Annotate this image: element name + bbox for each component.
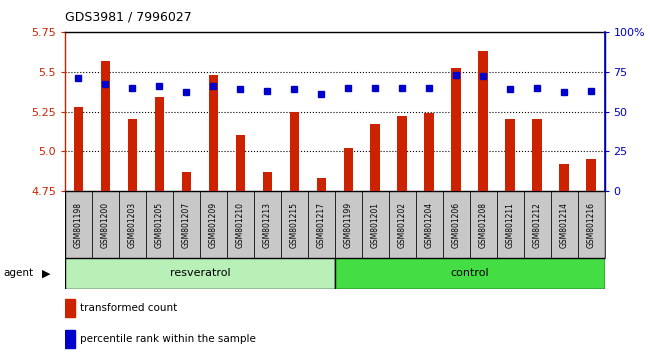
Bar bbox=[343, 148, 353, 191]
Bar bbox=[281, 191, 308, 258]
Text: GSM801212: GSM801212 bbox=[532, 202, 541, 248]
Text: GSM801210: GSM801210 bbox=[236, 202, 245, 248]
Text: GSM801216: GSM801216 bbox=[586, 202, 595, 248]
Text: ▶: ▶ bbox=[42, 268, 51, 279]
Bar bbox=[443, 191, 470, 258]
Bar bbox=[397, 116, 407, 191]
Bar bbox=[524, 191, 551, 258]
Bar bbox=[470, 191, 497, 258]
Bar bbox=[478, 51, 488, 191]
Bar bbox=[308, 191, 335, 258]
Text: GSM801205: GSM801205 bbox=[155, 202, 164, 248]
Bar bbox=[289, 112, 299, 191]
Text: transformed count: transformed count bbox=[80, 303, 177, 313]
Text: GSM801214: GSM801214 bbox=[560, 202, 569, 248]
Text: GSM801206: GSM801206 bbox=[452, 202, 461, 248]
Text: GSM801198: GSM801198 bbox=[74, 202, 83, 248]
Bar bbox=[227, 191, 254, 258]
Bar bbox=[416, 191, 443, 258]
Bar bbox=[181, 172, 191, 191]
Bar bbox=[155, 97, 164, 191]
Text: agent: agent bbox=[3, 268, 33, 279]
Bar bbox=[173, 191, 200, 258]
Text: GSM801209: GSM801209 bbox=[209, 202, 218, 248]
Bar bbox=[101, 61, 111, 191]
Bar bbox=[451, 69, 461, 191]
Bar bbox=[532, 119, 542, 191]
Bar bbox=[559, 164, 569, 191]
Bar bbox=[65, 191, 92, 258]
Text: GSM801200: GSM801200 bbox=[101, 202, 110, 248]
Text: GSM801204: GSM801204 bbox=[424, 202, 434, 248]
Bar bbox=[586, 159, 596, 191]
Bar bbox=[577, 191, 605, 258]
Bar bbox=[127, 119, 137, 191]
Text: GSM801207: GSM801207 bbox=[182, 202, 191, 248]
Bar bbox=[335, 258, 604, 289]
Bar bbox=[317, 178, 326, 191]
Bar bbox=[254, 191, 281, 258]
Bar bbox=[389, 191, 416, 258]
Text: GDS3981 / 7996027: GDS3981 / 7996027 bbox=[65, 11, 192, 24]
Text: GSM801201: GSM801201 bbox=[370, 202, 380, 248]
Bar bbox=[209, 75, 218, 191]
Text: control: control bbox=[450, 268, 489, 279]
Text: GSM801215: GSM801215 bbox=[290, 202, 299, 248]
Bar bbox=[551, 191, 577, 258]
Text: GSM801213: GSM801213 bbox=[263, 202, 272, 248]
Bar bbox=[497, 191, 524, 258]
Bar bbox=[505, 119, 515, 191]
Text: GSM801211: GSM801211 bbox=[506, 202, 515, 248]
Bar bbox=[370, 124, 380, 191]
Bar bbox=[200, 191, 227, 258]
Text: GSM801217: GSM801217 bbox=[317, 202, 326, 248]
Bar bbox=[65, 299, 75, 317]
Text: resveratrol: resveratrol bbox=[170, 268, 230, 279]
Text: percentile rank within the sample: percentile rank within the sample bbox=[80, 334, 256, 344]
Bar bbox=[65, 258, 335, 289]
Bar bbox=[335, 191, 361, 258]
Bar bbox=[424, 113, 434, 191]
Text: GSM801203: GSM801203 bbox=[128, 202, 137, 248]
Text: GSM801202: GSM801202 bbox=[398, 202, 407, 248]
Bar bbox=[73, 107, 83, 191]
Bar bbox=[263, 172, 272, 191]
Text: GSM801199: GSM801199 bbox=[344, 202, 353, 248]
Text: GSM801208: GSM801208 bbox=[478, 202, 488, 248]
Bar bbox=[235, 136, 245, 191]
Bar bbox=[65, 331, 75, 348]
Bar bbox=[361, 191, 389, 258]
Bar bbox=[92, 191, 119, 258]
Bar bbox=[119, 191, 146, 258]
Bar bbox=[146, 191, 173, 258]
